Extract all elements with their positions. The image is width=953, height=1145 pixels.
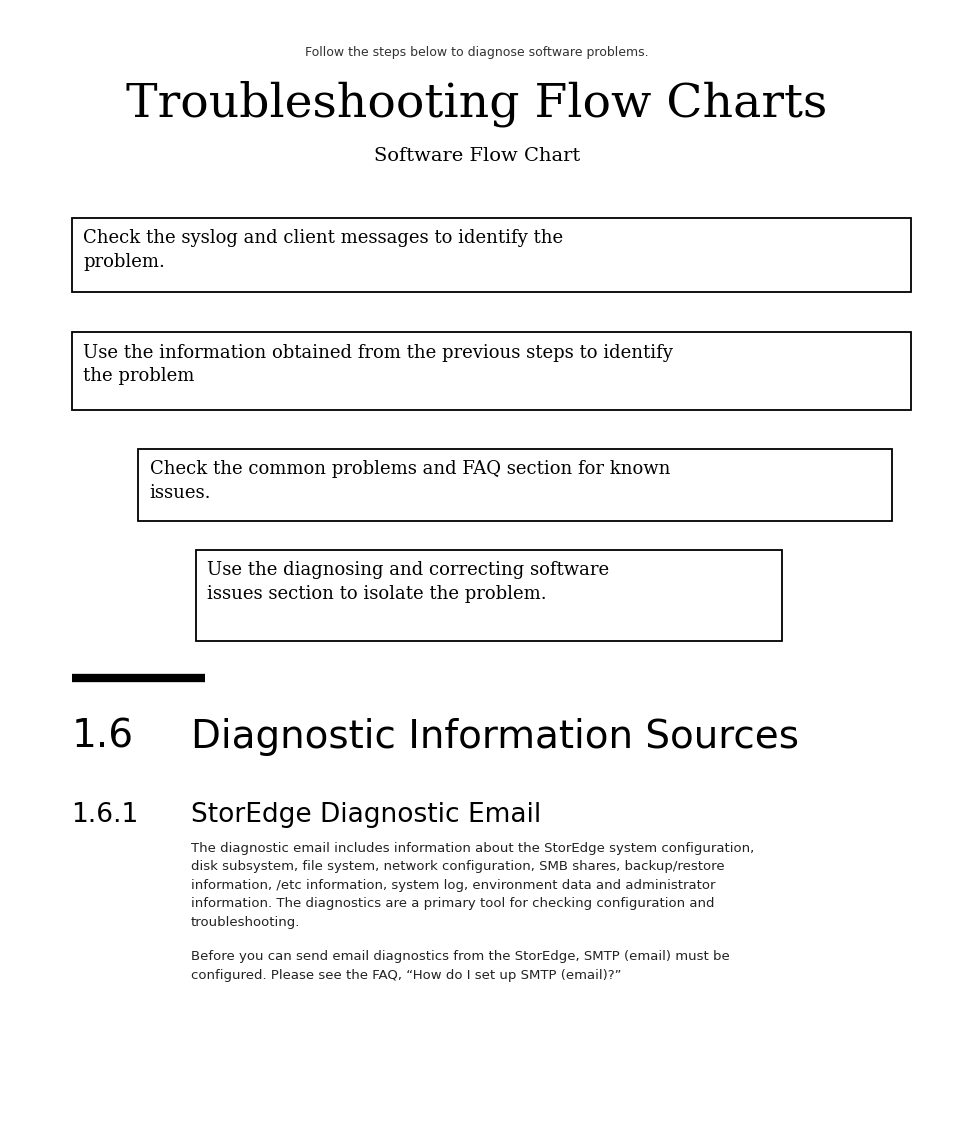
Text: Before you can send email diagnostics from the StorEdge, SMTP (email) must be
co: Before you can send email diagnostics fr…: [191, 950, 729, 982]
Text: 1.6: 1.6: [71, 718, 133, 756]
Text: Software Flow Chart: Software Flow Chart: [374, 147, 579, 165]
Text: Diagnostic Information Sources: Diagnostic Information Sources: [191, 718, 798, 756]
Bar: [71, 332, 910, 410]
Text: Use the information obtained from the previous steps to identify
the problem: Use the information obtained from the pr…: [83, 344, 672, 385]
Text: Check the common problems and FAQ section for known
issues.: Check the common problems and FAQ sectio…: [150, 460, 669, 502]
Text: Use the diagnosing and correcting software
issues section to isolate the problem: Use the diagnosing and correcting softwa…: [207, 561, 609, 602]
Bar: [195, 550, 781, 641]
Text: The diagnostic email includes information about the StorEdge system configuratio: The diagnostic email includes informatio…: [191, 842, 753, 929]
Text: 1.6.1: 1.6.1: [71, 802, 138, 828]
Text: Troubleshooting Flow Charts: Troubleshooting Flow Charts: [126, 80, 827, 127]
Bar: [71, 218, 910, 292]
Bar: [138, 449, 891, 521]
Text: Check the syslog and client messages to identify the
problem.: Check the syslog and client messages to …: [83, 229, 562, 270]
Text: StorEdge Diagnostic Email: StorEdge Diagnostic Email: [191, 802, 540, 828]
Text: Follow the steps below to diagnose software problems.: Follow the steps below to diagnose softw…: [305, 46, 648, 58]
